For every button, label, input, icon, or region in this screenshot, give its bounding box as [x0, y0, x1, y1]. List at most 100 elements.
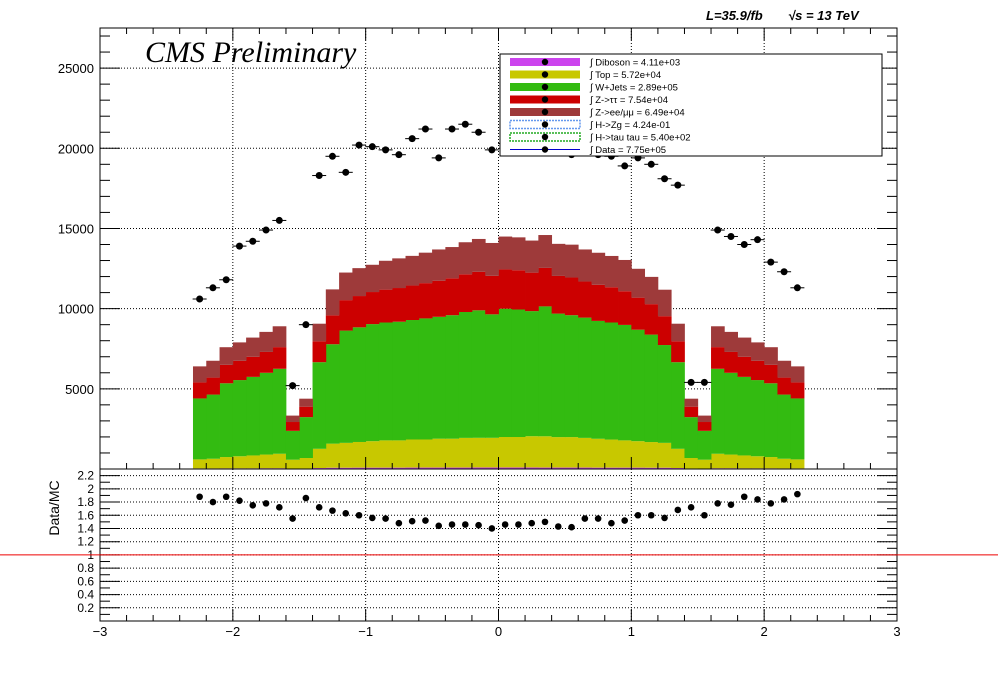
ratio-point	[608, 519, 615, 527]
bar-wjets	[312, 362, 327, 449]
bar-ztautau	[525, 272, 539, 312]
bar-top	[551, 437, 566, 468]
bar-wjets	[285, 430, 300, 460]
bar-ztautau	[445, 278, 460, 316]
ratio-point	[475, 521, 482, 529]
bar-wjets	[458, 312, 473, 438]
data-point	[275, 216, 283, 224]
ratio-y-tick-label: 2	[87, 482, 94, 496]
bar-wjets	[671, 362, 685, 449]
ratio-point	[687, 504, 695, 511]
data-point	[209, 284, 217, 292]
data-point	[661, 175, 669, 183]
bar-top	[485, 437, 499, 468]
bar-wjets	[432, 316, 446, 439]
bar-diboson	[538, 467, 553, 469]
bar-ztautau	[737, 356, 752, 377]
data-point	[408, 135, 416, 143]
bar-top	[711, 453, 725, 469]
ratio-y-tick-label: 0.4	[77, 588, 94, 602]
bar-ztautau	[365, 292, 380, 325]
bar-zll	[684, 398, 699, 407]
bar-diboson	[418, 467, 433, 469]
legend-marker-diboson	[541, 58, 549, 66]
bar-zll	[299, 398, 313, 407]
data-point	[355, 141, 363, 149]
bar-ztautau	[246, 356, 260, 377]
bar-top	[378, 440, 393, 468]
legend-swatch-htautau	[509, 132, 581, 142]
bar-top	[312, 448, 327, 469]
bar-top	[471, 437, 486, 468]
bar-diboson	[471, 467, 486, 469]
ratio-point	[674, 506, 682, 514]
bar-wjets	[192, 398, 207, 460]
ratio-point	[701, 511, 708, 519]
bar-diboson	[339, 467, 353, 469]
bar-ztautau	[578, 281, 592, 318]
bar-zll	[206, 360, 220, 378]
bar-wjets	[538, 306, 553, 437]
ratio-point	[541, 518, 549, 526]
bar-ztautau	[432, 280, 446, 317]
bar-ztautau	[485, 275, 499, 315]
legend-entry-zll: ∫ Z->ee/μμ = 6.49e+04	[510, 108, 685, 119]
bar-diboson	[551, 467, 566, 469]
bar-top	[591, 438, 606, 468]
bar-zll	[657, 289, 672, 317]
data-point	[448, 125, 456, 133]
legend-label-zll: ∫ Z->ee/μμ = 6.49e+04	[589, 108, 685, 119]
data-point	[342, 168, 350, 176]
data-point	[222, 276, 230, 284]
data-point	[793, 284, 801, 292]
ratio-point	[355, 511, 363, 519]
data-point	[687, 378, 695, 386]
bar-ztautau	[711, 347, 725, 369]
bar-zll	[711, 326, 725, 348]
bar-top	[538, 436, 553, 468]
bar-ztautau	[299, 406, 313, 418]
bar-ztautau	[657, 316, 672, 346]
legend-label-wjets: ∫ W+Jets = 2.89e+05	[589, 83, 678, 94]
ratio-point	[461, 521, 469, 528]
ratio-y-tick-label: 0.8	[77, 561, 94, 575]
bar-zll	[445, 247, 460, 279]
bar-zll	[644, 276, 659, 305]
bar-ztautau	[764, 364, 778, 384]
data-point	[780, 268, 788, 276]
bar-top	[192, 459, 207, 469]
legend-marker-wjets	[541, 83, 549, 91]
bar-diboson	[591, 467, 606, 469]
bar-top	[525, 436, 539, 468]
bar-top	[777, 458, 792, 469]
bar-top	[405, 439, 420, 468]
ratio-point	[714, 500, 721, 507]
bar-ztautau	[618, 291, 632, 325]
legend-entry-top: ∫ Top = 5.72e+04	[510, 70, 661, 81]
data-point	[289, 382, 297, 390]
ratio-y-tick-label: 1.8	[77, 495, 94, 509]
ratio-point	[448, 521, 456, 528]
ratio-points	[196, 490, 801, 532]
ratio-axis-ticks	[99, 468, 898, 621]
data-point	[714, 226, 722, 234]
bar-wjets	[405, 320, 420, 440]
bar-diboson	[325, 467, 340, 469]
legend-marker-htautau	[541, 133, 549, 141]
bar-diboson	[498, 467, 513, 469]
data-point	[647, 160, 655, 168]
bar-wjets	[246, 376, 260, 456]
x-tick-label: 2	[761, 624, 768, 639]
bar-wjets	[511, 309, 526, 438]
ratio-point	[329, 507, 336, 514]
ratio-point	[249, 502, 257, 509]
bar-ztautau	[192, 382, 207, 399]
legend-marker-ztautau	[541, 96, 549, 103]
bar-ztautau	[339, 300, 353, 331]
bar-diboson	[644, 467, 659, 469]
ratio-point	[369, 514, 376, 522]
bar-wjets	[206, 394, 220, 459]
bar-top	[724, 454, 738, 469]
bar-zll	[764, 347, 778, 365]
bar-zll	[352, 268, 367, 297]
